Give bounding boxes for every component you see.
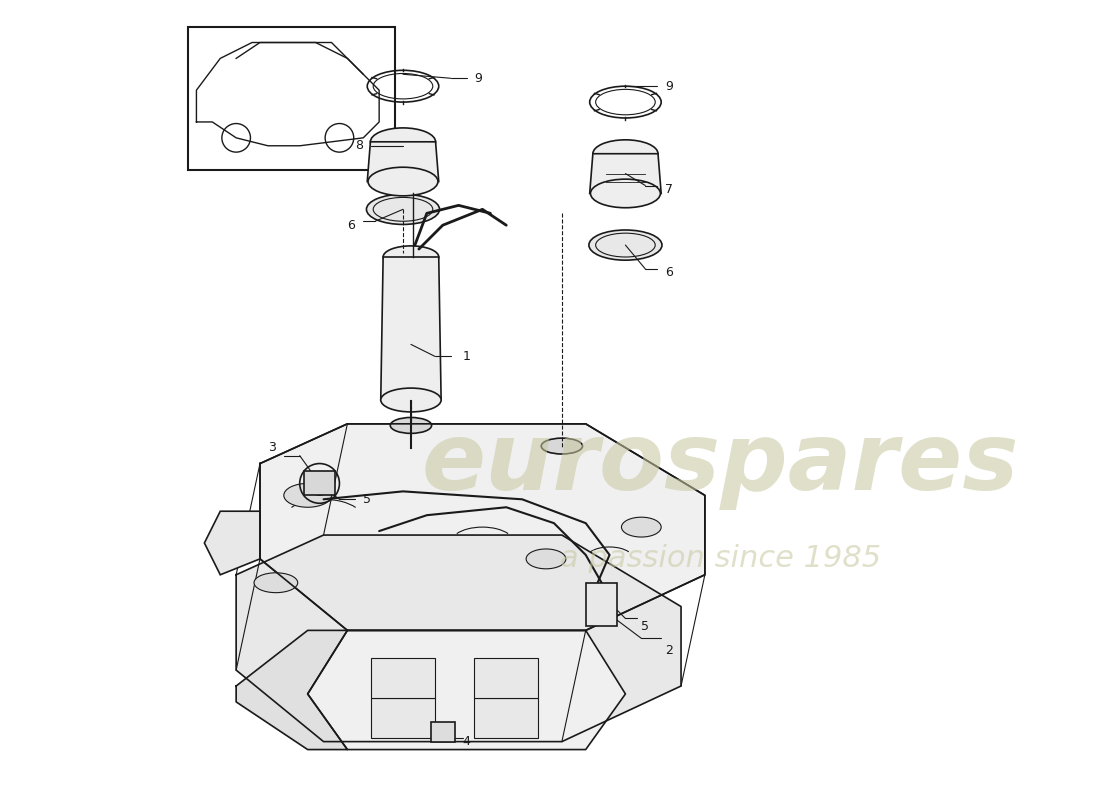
Ellipse shape [368,167,438,196]
Ellipse shape [284,483,331,507]
Text: 9: 9 [666,80,673,93]
Bar [188,26,395,170]
Text: 3: 3 [268,441,276,454]
Text: 2: 2 [666,644,673,657]
Polygon shape [260,424,705,630]
Text: 6: 6 [666,266,673,279]
Bar [371,698,435,738]
Text: 8: 8 [355,139,363,152]
Polygon shape [236,630,348,750]
Bar [474,658,538,698]
Ellipse shape [593,140,658,168]
Ellipse shape [390,418,431,434]
Polygon shape [381,257,441,400]
Text: 1: 1 [463,350,471,363]
Bar [304,471,336,495]
Bar [431,722,454,742]
Bar [474,698,538,738]
Text: 5: 5 [641,620,649,633]
Ellipse shape [381,388,441,412]
Ellipse shape [621,517,661,537]
Text: 7: 7 [666,183,673,196]
Text: a passion since 1985: a passion since 1985 [560,544,881,574]
Ellipse shape [588,230,662,260]
Ellipse shape [371,128,436,156]
Text: 5: 5 [363,493,371,506]
Bar [585,582,617,626]
Polygon shape [590,154,661,194]
Ellipse shape [366,194,440,225]
Polygon shape [205,511,260,574]
Polygon shape [236,535,681,742]
Text: eurospares: eurospares [422,418,1020,510]
Ellipse shape [383,246,439,268]
Ellipse shape [541,438,583,454]
Polygon shape [367,142,439,182]
Ellipse shape [526,549,565,569]
Text: 9: 9 [474,72,483,85]
Ellipse shape [591,179,660,208]
Text: 4: 4 [463,735,471,748]
Text: 6: 6 [348,218,355,232]
Ellipse shape [254,573,298,593]
Polygon shape [308,630,626,750]
Bar [371,658,435,698]
